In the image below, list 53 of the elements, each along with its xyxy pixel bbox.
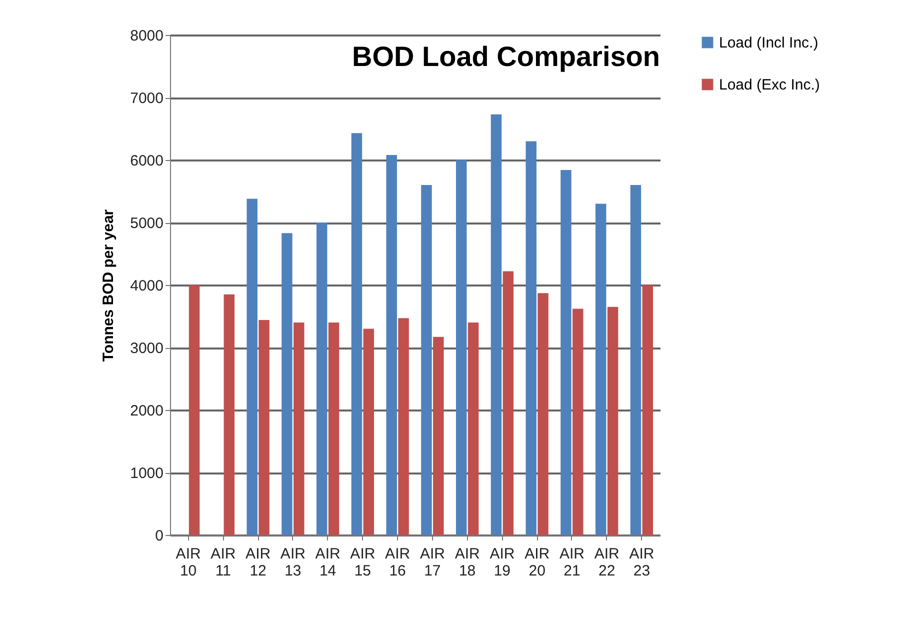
y-tick-label: 7000 bbox=[130, 90, 164, 107]
bar bbox=[224, 294, 235, 535]
x-tick-label: AIR 11 bbox=[210, 546, 236, 580]
x-tick-label: AIR 21 bbox=[559, 546, 585, 580]
bar bbox=[642, 285, 654, 535]
legend-label: Load (Incl Inc.) bbox=[719, 34, 818, 52]
bar bbox=[363, 328, 374, 535]
x-tick-label: AIR 16 bbox=[385, 546, 410, 580]
bar bbox=[526, 141, 536, 535]
x-tick-label: AIR 20 bbox=[524, 546, 550, 580]
x-tick-label: AIR 15 bbox=[350, 546, 376, 580]
y-tick-label: 8000 bbox=[130, 28, 164, 44]
bar bbox=[316, 222, 328, 535]
y-tick-label: 4000 bbox=[130, 278, 164, 294]
bar bbox=[572, 308, 584, 535]
bar bbox=[456, 160, 467, 535]
bar bbox=[502, 271, 514, 535]
bar bbox=[398, 318, 409, 535]
bar bbox=[490, 114, 502, 535]
legend-label: Load (Exc Inc.) bbox=[719, 76, 820, 94]
bar bbox=[188, 285, 200, 535]
y-tick-label: 5000 bbox=[130, 215, 164, 232]
bar bbox=[433, 336, 444, 535]
bar bbox=[421, 185, 432, 535]
bar bbox=[351, 133, 362, 535]
bar bbox=[595, 204, 606, 535]
bar bbox=[282, 233, 292, 535]
bar bbox=[538, 293, 548, 535]
bar bbox=[386, 155, 397, 535]
y-tick-label: 0 bbox=[155, 528, 164, 544]
x-tick-label: AIR 13 bbox=[280, 546, 306, 580]
x-tick-label: AIR 12 bbox=[246, 546, 271, 580]
bar bbox=[630, 185, 642, 535]
y-tick-label: 2000 bbox=[130, 402, 164, 420]
x-tick-label: AIR 18 bbox=[454, 546, 480, 580]
x-tick-label: AIR 17 bbox=[420, 546, 446, 580]
bar bbox=[468, 322, 479, 535]
y-tick-label: 1000 bbox=[130, 465, 164, 482]
bar bbox=[246, 198, 258, 535]
y-tick-label: 6000 bbox=[130, 152, 164, 170]
bar bbox=[258, 320, 270, 535]
bar bbox=[560, 170, 572, 535]
x-tick-label: AIR 19 bbox=[490, 546, 515, 580]
x-tick-label: AIR 23 bbox=[629, 546, 654, 580]
x-tick-label: AIR 22 bbox=[594, 546, 620, 580]
bar bbox=[607, 306, 618, 535]
chart-title: BOD Load Comparison bbox=[352, 41, 660, 72]
y-axis-title: Tonnes BOD per year bbox=[100, 209, 118, 362]
x-tick-label: AIR 14 bbox=[315, 546, 340, 580]
bar bbox=[328, 322, 340, 535]
x-tick-label: AIR 10 bbox=[176, 546, 201, 580]
bar bbox=[294, 322, 304, 535]
y-tick-label: 3000 bbox=[130, 340, 164, 357]
